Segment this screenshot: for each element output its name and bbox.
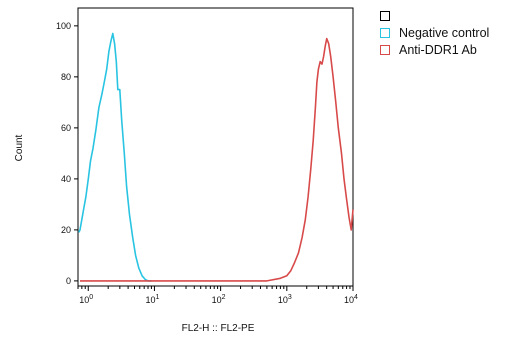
x-tick-label: 104 [344,294,358,305]
series-line-2 [80,37,354,282]
x-tick-label: 101 [145,294,159,305]
y-tick-label: 60 [61,123,71,133]
legend-swatch-0 [380,10,390,21]
legend: Negative control Anti-DDR1 Ab [380,8,489,59]
y-tick-label: 80 [61,72,71,82]
legend-swatch-anti-ddr1 [380,44,390,55]
y-tick-label: 20 [61,225,71,235]
x-axis-title: FL2-H :: FL2-PE [182,323,255,334]
y-tick-label: 0 [66,276,71,286]
plot-border [77,7,354,287]
x-tick-label: 102 [212,294,226,305]
legend-item-0 [380,8,489,23]
plot-frame [77,7,354,287]
y-axis-title: Count [14,134,25,161]
y-tick-label: 100 [56,21,71,31]
series-lines [78,32,354,282]
y-axis-ticks: 0 20 40 60 80 100 [56,21,78,286]
x-tick-label: 100 [79,294,93,305]
legend-label-anti-ddr1: Anti-DDR1 Ab [399,42,477,57]
legend-item-1: Negative control [380,25,489,40]
x-axis-ticks: 100 101 102 103 104 [77,286,358,305]
x-tick-label: 103 [278,294,292,305]
series-line-1 [78,32,152,282]
legend-item-2: Anti-DDR1 Ab [380,42,489,57]
legend-label-negative-control: Negative control [399,25,490,40]
y-tick-label: 40 [61,174,71,184]
legend-swatch-negative-control [380,27,390,38]
